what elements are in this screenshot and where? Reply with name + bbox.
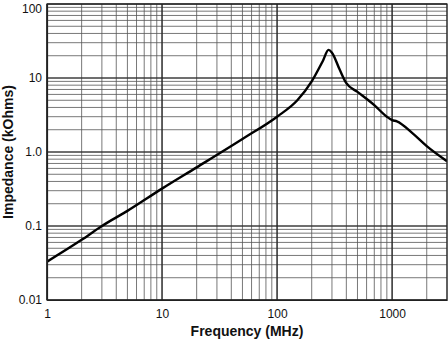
minor-grid-line bbox=[47, 174, 447, 175]
grid-line bbox=[47, 225, 447, 226]
minor-grid-line bbox=[47, 277, 447, 278]
minor-grid-line bbox=[47, 100, 447, 101]
tick: 1 bbox=[44, 300, 51, 321]
data-line bbox=[47, 50, 447, 262]
chart: 1 10 100 1000 0.01 0.1 1.0 10 100 Frequency (MHz)… bbox=[0, 0, 448, 342]
tick: 0.01 bbox=[19, 293, 47, 307]
minor-grid-line bbox=[47, 42, 447, 43]
minor-grid-line bbox=[47, 11, 447, 12]
minor-grid-line bbox=[47, 255, 447, 256]
minor-grid-line bbox=[47, 94, 447, 95]
y-axis: 0.01 0.1 1.0 10 100 bbox=[19, 2, 48, 307]
tick: 1.0 bbox=[25, 145, 47, 159]
minor-grid-line bbox=[47, 20, 447, 21]
minor-grid-line bbox=[47, 81, 447, 82]
tick-label: 100 bbox=[268, 307, 288, 321]
tick-label: 1.0 bbox=[25, 145, 42, 159]
minor-grid-line bbox=[47, 203, 447, 204]
minor-grid-line bbox=[47, 190, 447, 191]
minor-grid-line bbox=[47, 85, 447, 86]
minor-grid-line bbox=[47, 129, 447, 130]
grid-line bbox=[47, 77, 447, 78]
tick: 10 bbox=[29, 71, 47, 85]
marks bbox=[47, 50, 447, 262]
tick-label: 1000 bbox=[379, 307, 406, 321]
minor-grid-line bbox=[47, 15, 447, 16]
tick-label: 100 bbox=[22, 2, 42, 16]
plot-frame bbox=[47, 4, 447, 300]
minor-grid-line bbox=[47, 26, 447, 27]
x-axis-title: Frequency (MHz) bbox=[191, 323, 304, 339]
minor-grid-line bbox=[47, 233, 447, 234]
x-axis: 1 10 100 1000 bbox=[44, 300, 447, 321]
minor-grid-line bbox=[47, 242, 447, 243]
tick-label: 10 bbox=[156, 307, 170, 321]
tick: 100 bbox=[268, 300, 288, 321]
minor-grid-line bbox=[47, 248, 447, 249]
y-axis-title: Impedance (kOhms) bbox=[0, 85, 16, 219]
grid-line bbox=[47, 151, 447, 152]
minor-grid-line bbox=[47, 264, 447, 265]
tick-label: 0.01 bbox=[19, 293, 43, 307]
minor-grid-line bbox=[47, 152, 447, 153]
tick: 1000 bbox=[379, 300, 406, 321]
minor-grid-line bbox=[47, 155, 447, 156]
tick: 0.1 bbox=[25, 219, 47, 233]
minor-grid-line bbox=[47, 168, 447, 169]
minor-grid-line bbox=[47, 237, 447, 238]
minor-grid-line bbox=[47, 55, 447, 56]
tick: 100 bbox=[22, 2, 47, 16]
minor-grid-line bbox=[47, 78, 447, 79]
minor-grid-line bbox=[47, 7, 447, 8]
tick-label: 0.1 bbox=[25, 219, 42, 233]
minor-grid-line bbox=[47, 89, 447, 90]
minor-grid-line bbox=[47, 107, 447, 108]
minor-grid-line bbox=[47, 181, 447, 182]
plot: 1 10 100 1000 0.01 0.1 1.0 10 100 bbox=[19, 2, 448, 321]
minor-grid-line bbox=[47, 159, 447, 160]
tick: 10 bbox=[156, 300, 170, 321]
tick-label: 10 bbox=[29, 71, 43, 85]
minor-grid-line bbox=[47, 226, 447, 227]
minor-grid-line bbox=[47, 33, 447, 34]
minor-grid-line bbox=[47, 229, 447, 230]
minor-grid-line bbox=[47, 163, 447, 164]
grid bbox=[47, 4, 447, 300]
tick-label: 1 bbox=[44, 307, 51, 321]
